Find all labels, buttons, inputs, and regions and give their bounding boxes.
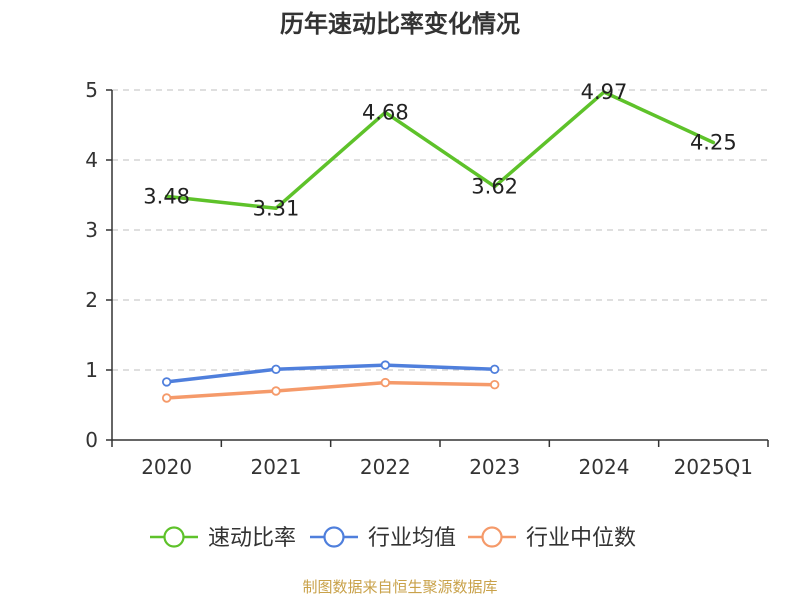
y-tick-label: 1 [85, 358, 98, 382]
grid-lines [112, 89, 768, 371]
source-note: 制图数据来自恒生聚源数据库 [302, 578, 497, 596]
legend-label: 行业中位数 [526, 526, 636, 551]
y-tick-label: 2 [85, 288, 98, 312]
x-tick-label: 2021 [251, 455, 302, 479]
legend[interactable]: 速动比率 行业均值 行业中位数 [150, 526, 636, 551]
x-tick-label: 2025Q1 [674, 455, 753, 479]
data-point[interactable] [380, 360, 391, 370]
axes: 0 1 2 3 4 5 2020 2021 2022 2023 2024 2025Q1 [85, 78, 769, 479]
legend-marker [323, 526, 345, 548]
legend-marker [163, 526, 185, 548]
x-tick-label: 2023 [469, 455, 520, 479]
y-tick-label: 4 [85, 148, 98, 172]
y-tick-label: 0 [85, 428, 98, 452]
data-label: 3.62 [471, 175, 518, 199]
x-tick-label: 2024 [579, 455, 630, 479]
data-label: 4.68 [362, 100, 409, 124]
legend-label: 速动比率 [208, 526, 296, 551]
data-point[interactable] [161, 393, 172, 403]
series-line-1 [164, 363, 497, 384]
chart-title: 历年速动比率变化情况 [280, 10, 520, 38]
legend-label: 行业均值 [368, 526, 456, 551]
data-point[interactable] [271, 364, 281, 374]
data-point[interactable] [380, 377, 391, 388]
legend-item-1[interactable]: 行业均值 [310, 526, 456, 551]
series-line-0 [164, 90, 716, 211]
data-label: 4.25 [690, 131, 737, 155]
x-tick-label: 2020 [141, 455, 192, 479]
legend-marker [481, 526, 503, 548]
data-point[interactable] [489, 364, 500, 374]
series-line-2 [164, 380, 497, 400]
data-point[interactable] [489, 380, 500, 390]
data-labels: 3.48 3.31 4.68 3.62 4.97 4.25 [143, 80, 736, 220]
legend-item-2[interactable]: 行业中位数 [468, 526, 636, 551]
legend-item-0[interactable]: 速动比率 [150, 526, 296, 551]
y-tick-label: 5 [85, 78, 98, 102]
data-point[interactable] [161, 377, 172, 387]
data-point[interactable] [271, 386, 281, 396]
data-label: 3.31 [253, 196, 300, 220]
x-tick-label: 2022 [360, 455, 411, 479]
data-label: 3.48 [143, 184, 190, 208]
y-tick-label: 3 [85, 218, 98, 242]
data-label: 4.97 [581, 80, 628, 104]
series-lines [161, 90, 716, 403]
